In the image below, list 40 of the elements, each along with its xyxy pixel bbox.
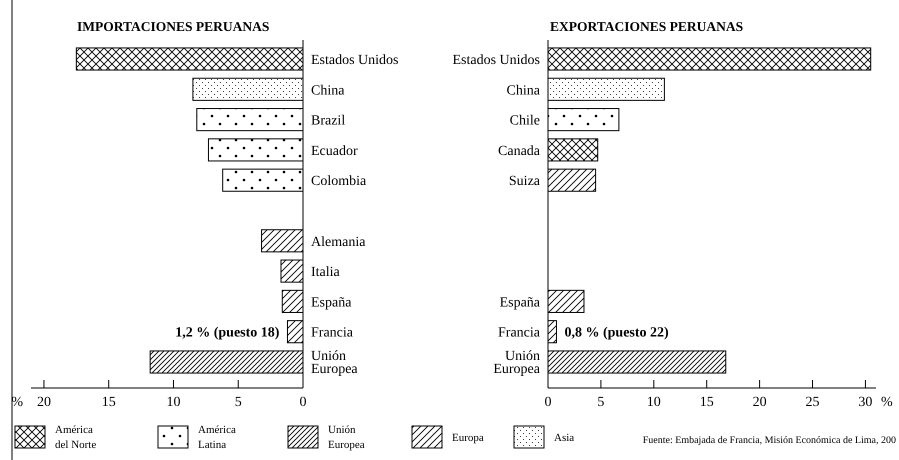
y-tick-label: Estados Unidos: [311, 53, 398, 68]
x-tick-label: 10: [646, 395, 661, 410]
y-tick-label: España: [500, 295, 541, 310]
x-tick-label: 20: [752, 395, 767, 410]
y-tick-label: Canada: [498, 144, 541, 159]
x-axis-title: %: [881, 395, 893, 410]
y-tick-label: Francia: [311, 326, 354, 341]
x-tick-label: 20: [36, 395, 51, 410]
y-tick-label: Francia: [498, 326, 541, 341]
x-tick-label: 25: [806, 395, 820, 410]
chart-title: EXPORTACIONES PERUANAS: [550, 19, 744, 34]
y-tick-label: China: [311, 83, 346, 98]
y-tick-label: Brazil: [311, 114, 346, 129]
source-note: Fuente: Embajada de Francia, Misión Económica de Lima, 200: [642, 435, 896, 446]
y-tick-label: Estados Unidos: [452, 53, 540, 68]
y-tick-label: Ecuador: [311, 144, 358, 159]
y-tick-label: Unión Europea: [493, 349, 541, 377]
annotation: 1,2 % (puesto 18): [175, 326, 280, 341]
annotation: 0,8 % (puesto 22): [564, 326, 670, 341]
y-tick-label: Colombia: [311, 174, 368, 190]
x-tick-label: 10: [166, 395, 180, 410]
legend-label: América Latina: [198, 424, 236, 451]
y-tick-label: Unión Europea: [311, 349, 358, 377]
legend-label: Europa: [452, 432, 484, 444]
x-tick-label: 5: [597, 395, 604, 410]
legend-label: América del Norte: [55, 424, 96, 451]
y-tick-label: Chile: [510, 114, 540, 129]
x-tick-label: 30: [858, 395, 872, 410]
x-tick-label: 15: [102, 395, 116, 410]
y-tick-label: Alemania: [311, 234, 366, 250]
chart-title: IMPORTACIONES PERUANAS: [77, 19, 270, 34]
x-tick-label: 0: [544, 395, 552, 410]
y-tick-label: Italia: [311, 265, 341, 280]
y-tick-label: Suiza: [508, 174, 541, 190]
legend-label: Asia: [554, 432, 574, 444]
x-tick-label: 0: [300, 395, 306, 410]
x-tick-label: 15: [700, 395, 714, 410]
y-tick-label: España: [311, 295, 352, 310]
x-tick-label: 5: [234, 395, 242, 410]
y-tick-label: China: [506, 83, 541, 98]
